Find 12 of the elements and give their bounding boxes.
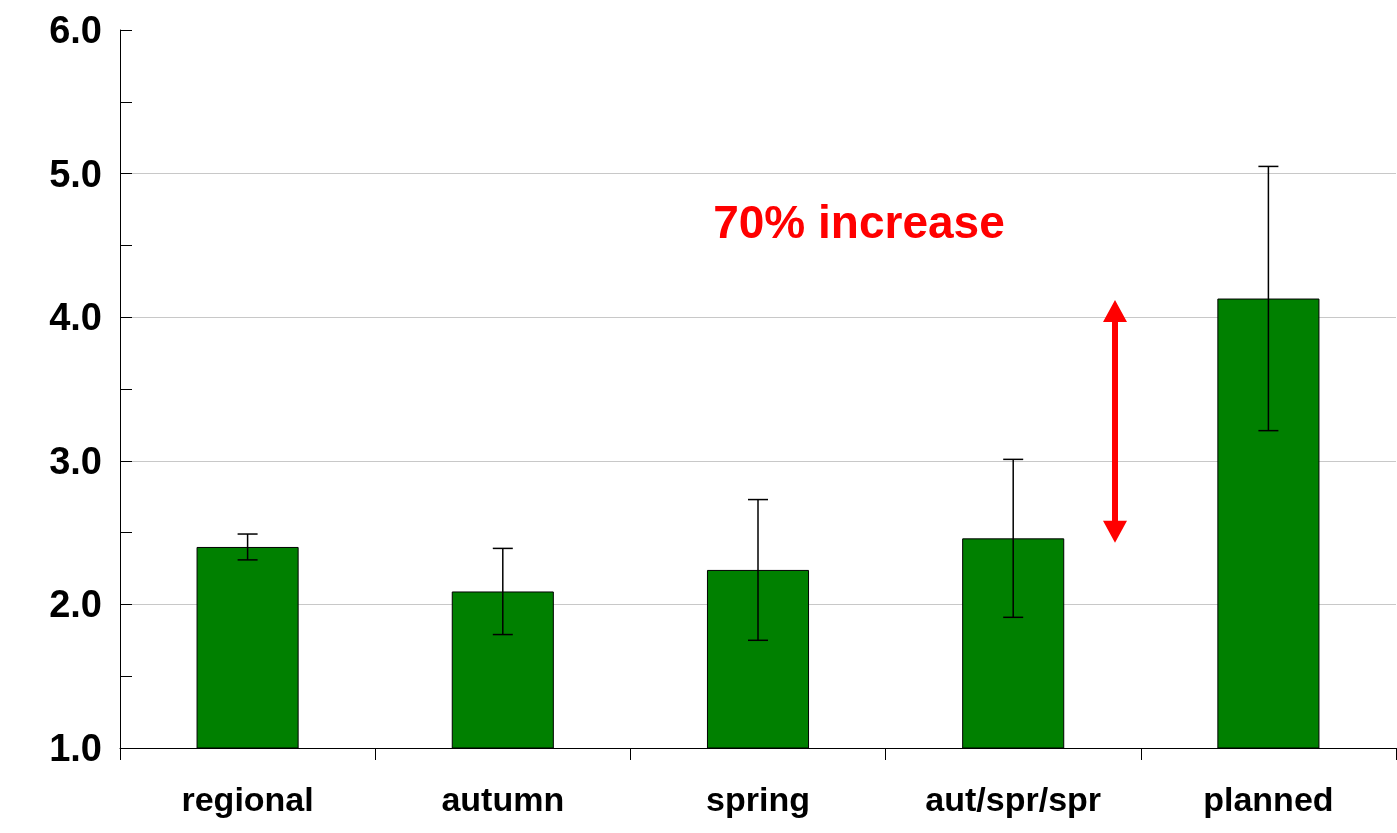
y-tick-label: 6.0	[49, 9, 102, 51]
y-tick-label: 1.0	[49, 727, 102, 769]
y-tick-label: 4.0	[49, 296, 102, 339]
x-tick-label: autumn	[441, 780, 565, 818]
y-tick-label: 2.0	[49, 583, 102, 626]
annotation: 70% increase	[713, 195, 1005, 250]
x-tick-label: regional	[181, 780, 314, 818]
x-tick-label: aut/spr/spr	[925, 780, 1102, 818]
y-tick-label: 3.0	[49, 439, 102, 482]
y-tick-label: 5.0	[49, 152, 102, 195]
x-tick-label: planned	[1203, 780, 1334, 818]
x-tick-label: spring	[706, 780, 810, 818]
